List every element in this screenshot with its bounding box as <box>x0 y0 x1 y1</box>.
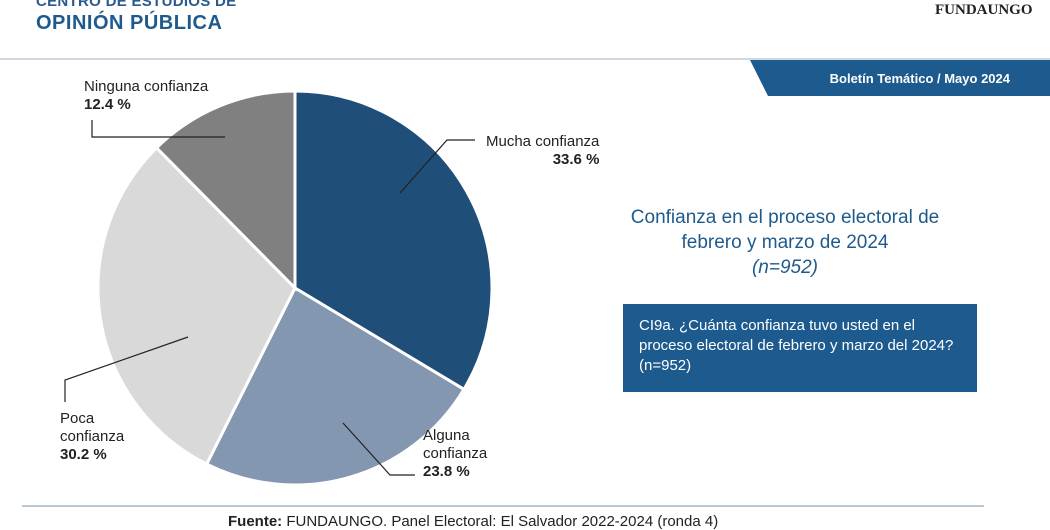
pie-chart <box>64 89 494 487</box>
leader-poca <box>64 336 189 402</box>
org-name-line1: CENTRO DE ESTUDIOS DE <box>36 0 237 10</box>
chart-title: Confianza en el proceso electoral de feb… <box>600 205 970 280</box>
pie-slice-2 <box>96 145 297 467</box>
leader-ninguna <box>91 120 225 138</box>
chart-subtitle: (n=952) <box>751 257 819 278</box>
label-alguna: Alguna confianza 23.8 % <box>423 427 488 480</box>
bulletin-banner: Boletín Temático / Mayo 2024 <box>750 60 1050 96</box>
label-ninguna: Ninguna confianza 12.4 % <box>84 78 209 113</box>
pie-slice-0 <box>293 89 494 392</box>
bulletin-label: Boletín Temático / Mayo 2024 <box>829 70 1010 86</box>
label-poca: Poca confianza 30.2 % <box>60 410 125 463</box>
fundaungo-logo: FUNDAUNGO <box>935 2 1033 18</box>
leader-mucha <box>399 139 475 194</box>
footer-divider <box>22 505 984 507</box>
leader-alguna <box>342 422 415 476</box>
header-divider <box>0 58 1050 60</box>
label-mucha: Mucha confianza 33.6 % <box>486 133 600 168</box>
question-box: CI9a. ¿Cuánta confianza tuvo usted en el… <box>623 304 977 392</box>
org-name-line2: OPINIÓN PÚBLICA <box>36 12 223 34</box>
pie-slice-3 <box>154 89 297 292</box>
source-note: Fuente: FUNDAUNGO. Panel Electoral: El S… <box>228 513 719 530</box>
